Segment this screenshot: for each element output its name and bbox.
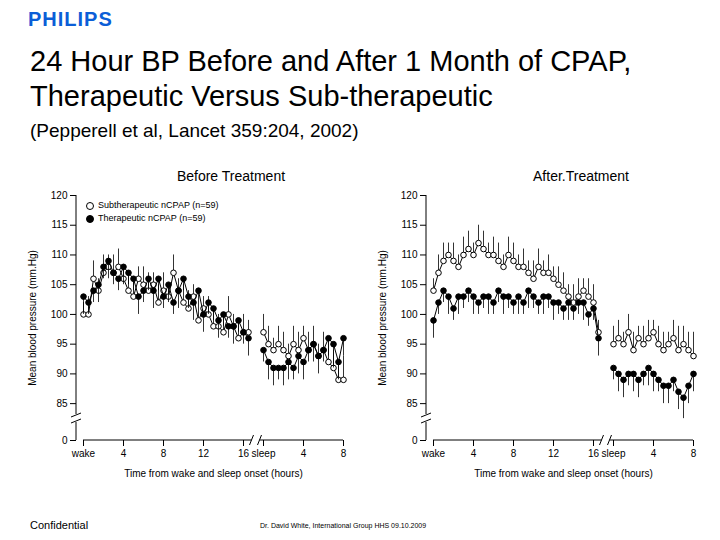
svg-text:Mean blood pressure (mm.Hg): Mean blood pressure (mm.Hg) [377, 250, 388, 386]
html-text:After.Treatment: After.Treatment [533, 168, 629, 184]
svg-text:115: 115 [402, 219, 418, 230]
svg-text:90: 90 [406, 368, 418, 379]
svg-text:100: 100 [401, 309, 418, 320]
svg-text:85: 85 [406, 398, 418, 409]
svg-text:100: 100 [51, 309, 68, 320]
html-text:24 Hour BP Before and After 1: 24 Hour BP Before and After 1 Month of C… [30, 45, 632, 112]
svg-text:12: 12 [548, 448, 560, 459]
svg-text:Time from wake and sleep onset: Time from wake and sleep onset (hours) [474, 468, 653, 479]
svg-text:8: 8 [691, 448, 697, 459]
html-text:Therapeutic nCPAP (n=59): Therapeutic nCPAP (n=59) [98, 213, 206, 223]
svg-text:110: 110 [402, 249, 418, 260]
svg-text:12: 12 [198, 448, 210, 459]
svg-text:4: 4 [471, 448, 477, 459]
svg-text:95: 95 [406, 338, 418, 349]
svg-text:8: 8 [511, 448, 517, 459]
svg-text:0: 0 [62, 435, 68, 446]
html-text:(Pepperell et al, Lancet 359:2: (Pepperell et al, Lancet 359:204, 2002) [30, 120, 359, 141]
svg-text:wake: wake [421, 448, 446, 459]
svg-text:8: 8 [341, 448, 347, 459]
svg-text:4: 4 [651, 448, 657, 459]
svg-text:sleep: sleep [252, 448, 276, 459]
svg-text:105: 105 [401, 279, 418, 290]
svg-text:16: 16 [588, 448, 600, 459]
svg-text:16: 16 [238, 448, 250, 459]
svg-text:120: 120 [51, 190, 68, 201]
svg-text:4: 4 [301, 448, 307, 459]
svg-text:sleep: sleep [602, 448, 626, 459]
svg-text:Mean blood pressure (mm.Hg): Mean blood pressure (mm.Hg) [27, 250, 38, 386]
svg-text:8: 8 [161, 448, 167, 459]
svg-text:120: 120 [401, 190, 418, 201]
html-text:Confidential: Confidential [30, 519, 89, 531]
svg-text:90: 90 [56, 368, 68, 379]
svg-text:110: 110 [52, 249, 68, 260]
svg-text:105: 105 [51, 279, 68, 290]
svg-text:4: 4 [121, 448, 127, 459]
svg-text:85: 85 [56, 398, 68, 409]
svg-text:Time from wake and sleep onset: Time from wake and sleep onset (hours) [124, 468, 303, 479]
html-text:Dr. David White, International: Dr. David White, International Group HHS… [260, 522, 427, 529]
svg-text:0: 0 [412, 435, 418, 446]
svg-text:115: 115 [52, 219, 68, 230]
html-text:PHILIPS: PHILIPS [28, 8, 113, 30]
html-text:Before Treatment: Before Treatment [176, 168, 286, 184]
svg-text:95: 95 [56, 338, 68, 349]
svg-text:wake: wake [71, 448, 96, 459]
html-text:Subtherapeutic nCPAP (n=59): Subtherapeutic nCPAP (n=59) [98, 200, 219, 210]
